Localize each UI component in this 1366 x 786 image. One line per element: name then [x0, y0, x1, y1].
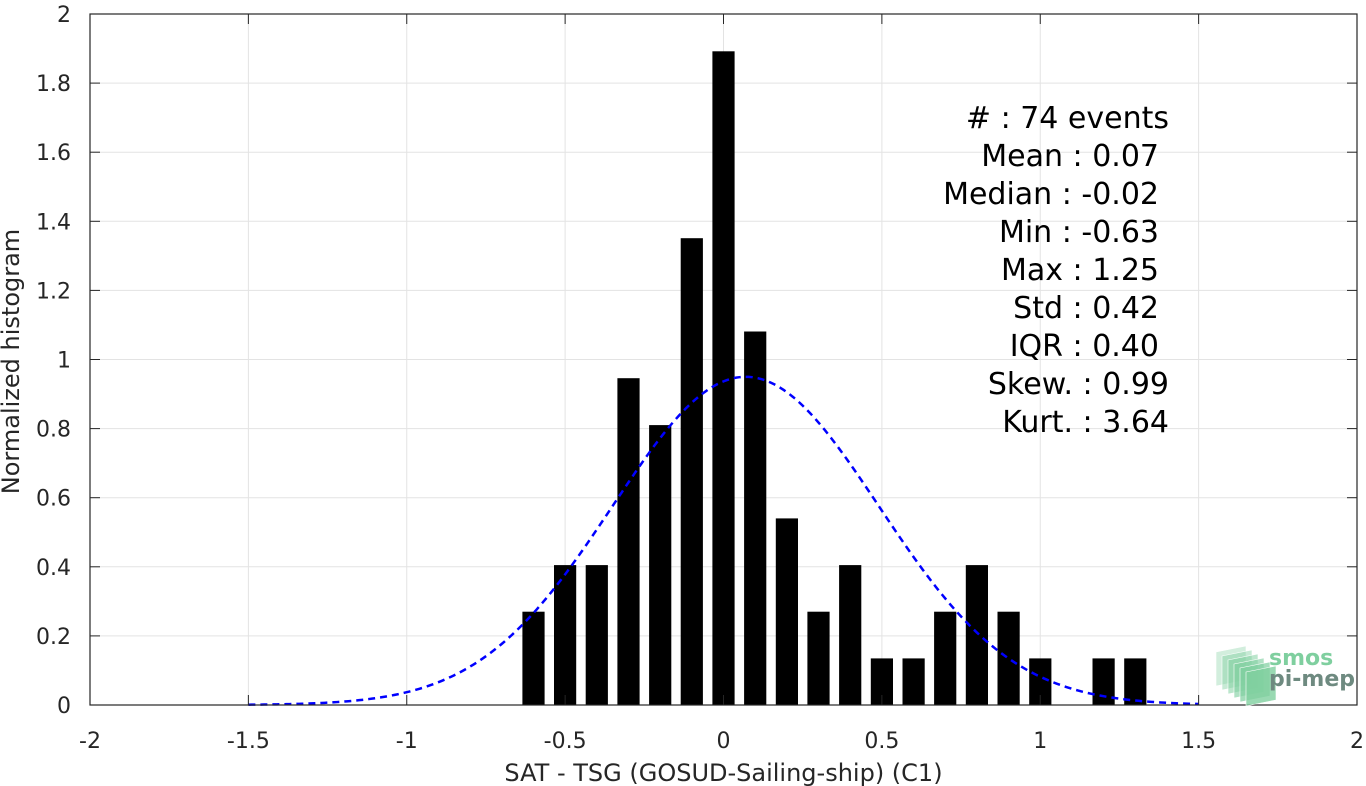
histogram-bar	[839, 565, 862, 705]
stats-line: Max : 1.25	[1001, 253, 1159, 288]
histogram-bar	[585, 565, 608, 705]
histogram-bar	[997, 611, 1020, 705]
histogram-bar	[807, 611, 830, 705]
y-axis-label: Normalized histogram	[0, 229, 25, 494]
logo-layer-icon	[1245, 665, 1277, 707]
y-tick-label: 1.2	[36, 279, 71, 304]
y-tick-label: 0.4	[36, 556, 71, 581]
x-tick-label: 1	[1033, 729, 1047, 754]
x-tick-label: -2	[79, 729, 101, 754]
y-tick-label: 1.6	[36, 141, 71, 166]
histogram-bar	[617, 378, 640, 705]
stats-line: Mean : 0.07	[981, 139, 1159, 174]
y-tick-label: 1	[57, 349, 71, 374]
x-tick-label: 0.5	[864, 729, 899, 754]
histogram-bar	[554, 565, 577, 705]
histogram-bar	[712, 51, 735, 706]
y-tick-labels: 0 0.2 0.4 0.6 0.8 1 1.2 1.4 1.6 1.8 2	[36, 3, 71, 719]
x-tick-label: 2	[1350, 729, 1364, 754]
x-tick-label: -1	[396, 729, 418, 754]
y-tick-label: 1.4	[36, 210, 71, 235]
x-tick-label: 0	[717, 729, 731, 754]
histogram-bar	[902, 658, 925, 705]
y-tick-label: 2	[57, 3, 71, 28]
stats-line: Median : -0.02	[943, 177, 1159, 212]
stats-line: Skew. : 0.99	[988, 367, 1169, 402]
gaussian-fit-curve	[248, 375, 1199, 706]
stats-line: Std : 0.42	[1013, 291, 1159, 326]
x-tick-label: -0.5	[544, 729, 587, 754]
y-tick-label: 0.6	[36, 487, 71, 512]
histogram-bar	[1029, 658, 1052, 705]
histogram-bar	[649, 425, 672, 705]
histogram-bar	[775, 518, 798, 705]
bars	[522, 51, 1147, 706]
x-tick-label: -1.5	[227, 729, 270, 754]
x-tick-label: 1.5	[1181, 729, 1216, 754]
x-axis-label: SAT - TSG (GOSUD-Sailing-ship) (C1)	[504, 759, 942, 786]
histogram-bar	[680, 238, 703, 705]
logo-text-line1: smos	[1269, 646, 1333, 671]
y-tick-label: 0.2	[36, 625, 71, 650]
histogram-bar	[744, 331, 767, 705]
histogram-bar	[1092, 658, 1115, 705]
x-tick-labels: -2 -1.5 -1 -0.5 0 0.5 1 1.5 2	[79, 729, 1364, 754]
histogram-bar	[870, 658, 893, 705]
stats-line: Kurt. : 3.64	[1002, 405, 1169, 440]
ticks	[89, 13, 1358, 706]
y-tick-label: 1.8	[36, 72, 71, 97]
histogram-bar	[934, 611, 957, 705]
stats-line: Min : -0.63	[999, 215, 1159, 250]
stats-line: # : 74 events	[966, 101, 1169, 136]
stats-line: IQR : 0.40	[1010, 329, 1159, 364]
y-tick-label: 0.8	[36, 418, 71, 443]
histogram-bar	[965, 565, 988, 705]
logo-text-line2: pi-mep	[1269, 667, 1355, 692]
histogram-bar	[522, 611, 545, 705]
histogram-bar	[1124, 658, 1147, 705]
y-tick-label: 0	[57, 694, 71, 719]
